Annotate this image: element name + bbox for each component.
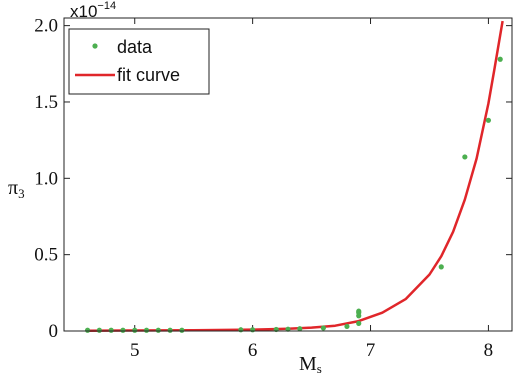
legend: data fit curve — [68, 28, 210, 95]
y-tick-label: 0.5 — [34, 245, 58, 266]
data-point — [155, 327, 161, 333]
x-tick-label: 5 — [130, 340, 140, 361]
data-point — [120, 327, 126, 333]
data-point — [356, 308, 362, 314]
data-point — [132, 327, 138, 333]
data-point — [179, 327, 185, 333]
x-tick-label: 8 — [484, 340, 494, 361]
legend-data-marker — [92, 43, 98, 49]
x-tick-label: 7 — [366, 340, 376, 361]
data-point — [238, 327, 244, 333]
data-points-layer — [84, 56, 503, 333]
legend-fit-label: fit curve — [117, 65, 180, 85]
plot-frame — [63, 17, 513, 332]
x-axis-label-sub: s — [317, 361, 322, 376]
data-point — [356, 320, 362, 326]
x-tick-label: 6 — [248, 340, 258, 361]
data-point — [108, 327, 114, 333]
x-axis-label-main: M — [299, 353, 317, 375]
data-point — [344, 323, 350, 330]
data-point — [84, 327, 91, 333]
y-exponent-power: −14 — [97, 0, 116, 12]
x-axis-label: Ms — [299, 353, 322, 376]
y-tick-label: 2.0 — [34, 16, 58, 37]
y-axis-label-sub: 3 — [18, 186, 25, 201]
data-point — [485, 117, 492, 123]
y-axis-label: π3 — [8, 177, 25, 201]
legend-box — [68, 28, 210, 95]
data-point — [250, 327, 256, 333]
data-point — [167, 327, 173, 333]
data-point — [143, 327, 150, 333]
legend-data-label: data — [117, 37, 153, 57]
y-exponent-label: x10−14 — [70, 0, 116, 21]
y-tick-label: 1.5 — [34, 92, 58, 113]
data-point — [462, 154, 468, 160]
data-point — [297, 326, 303, 332]
y-axis-ticks: 0 0.5 1.0 1.5 2.0 — [34, 16, 512, 342]
data-point — [438, 264, 444, 270]
data-point — [285, 326, 291, 332]
data-point — [320, 325, 326, 331]
data-point — [96, 327, 102, 333]
y-exponent-base: x10 — [70, 2, 97, 21]
y-axis-label-main: π — [8, 177, 18, 199]
y-tick-label: 0 — [49, 321, 59, 342]
y-tick-label: 1.0 — [34, 168, 58, 189]
data-point — [497, 56, 503, 62]
